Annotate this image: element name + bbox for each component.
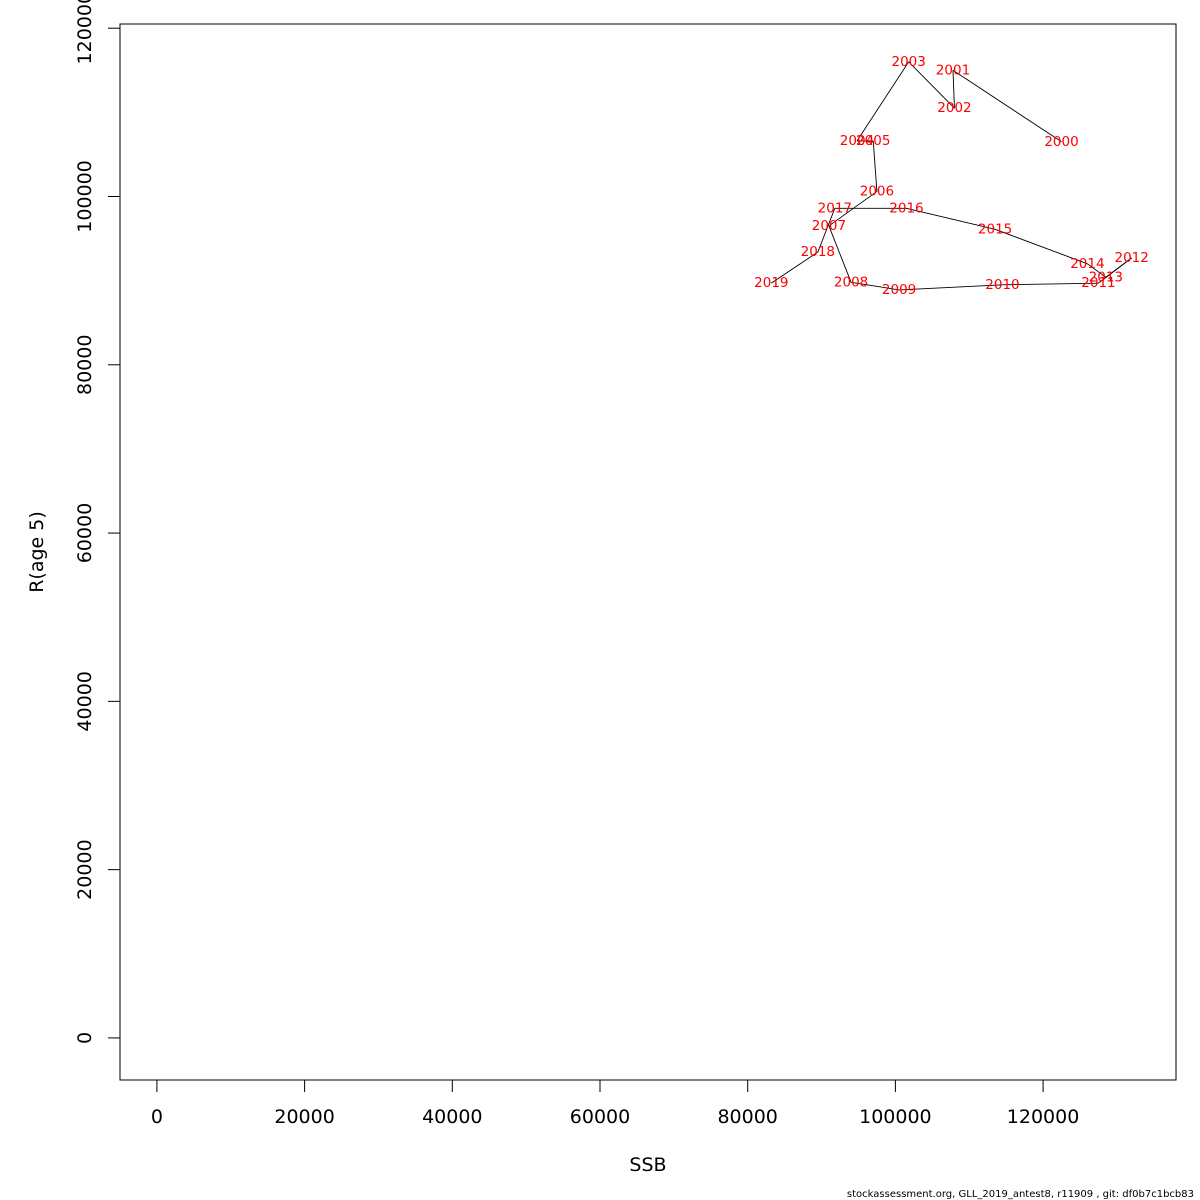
point-label-2008: 2008 — [834, 274, 868, 290]
y-tick-label: 120000 — [74, 0, 96, 64]
point-label-2009: 2009 — [882, 282, 916, 298]
y-axis: 0 20000 40000 60000 80000 100000 120000 — [74, 0, 121, 1044]
plot-frame — [119, 23, 1177, 1081]
y-tick-label: 100000 — [74, 160, 96, 233]
segment-2010-2011 — [1002, 282, 1099, 286]
segment-2009-2010 — [899, 284, 1003, 291]
point-label-2005: 2005 — [856, 133, 890, 149]
y-tick-label: 20000 — [74, 839, 96, 899]
point-label-2004: 2004 — [840, 133, 874, 149]
segment-2008-2009 — [851, 281, 900, 291]
segment-2012-2013 — [1105, 257, 1132, 278]
x-tick-label: 80000 — [717, 1106, 777, 1128]
segment-2014-2015 — [994, 228, 1088, 265]
point-label-2015: 2015 — [978, 221, 1012, 237]
point-label-2000: 2000 — [1044, 134, 1078, 150]
point-label-2002: 2002 — [937, 100, 971, 116]
x-tick-label: 100000 — [859, 1106, 932, 1128]
segment-2018-2019 — [771, 251, 819, 284]
segment-2013-2014 — [1087, 263, 1107, 278]
segment-2000-2001 — [952, 69, 1062, 143]
segment-2015-2016 — [906, 207, 996, 230]
x-axis-title: SSB — [629, 1154, 666, 1176]
point-label-2006: 2006 — [860, 183, 894, 199]
point-label-2013: 2013 — [1089, 269, 1123, 285]
y-tick-label: 0 — [74, 1032, 96, 1044]
point-label-2014: 2014 — [1070, 256, 1104, 272]
x-tick-label: 0 — [151, 1106, 163, 1128]
segment-2005-2006 — [872, 140, 878, 192]
y-tick-label: 80000 — [74, 335, 96, 395]
point-label-2012: 2012 — [1115, 250, 1149, 266]
y-tick-label: 60000 — [74, 503, 96, 563]
point-label-2007: 2007 — [812, 218, 846, 234]
point-label-2003: 2003 — [891, 54, 925, 70]
point-label-2018: 2018 — [801, 244, 835, 260]
point-label-2017: 2017 — [818, 200, 852, 216]
x-tick-label: 60000 — [570, 1106, 630, 1128]
point-label-2011: 2011 — [1081, 275, 1115, 291]
point-label-2016: 2016 — [889, 200, 923, 216]
segment-2003-2004 — [856, 61, 910, 142]
x-tick-label: 20000 — [274, 1106, 334, 1128]
x-tick-label: 40000 — [422, 1106, 482, 1128]
point-label-2001: 2001 — [936, 62, 970, 78]
segment-2007-2008 — [828, 225, 852, 283]
y-axis-title: R(age 5) — [26, 511, 48, 593]
footer-credit: stockassessment.org, GLL_2019_antest8, r… — [846, 1189, 1194, 1200]
segment-2001-2002 — [952, 70, 955, 109]
series-path — [771, 61, 1132, 291]
point-label-2019: 2019 — [754, 275, 788, 291]
segment-2002-2003 — [908, 61, 955, 109]
x-axis: 0 20000 40000 60000 80000 100000 120000 — [151, 1079, 1080, 1128]
y-tick-label: 40000 — [74, 671, 96, 731]
point-label-2010: 2010 — [985, 277, 1019, 293]
x-tick-label: 120000 — [1007, 1106, 1080, 1128]
segment-2017-2018 — [817, 208, 836, 253]
